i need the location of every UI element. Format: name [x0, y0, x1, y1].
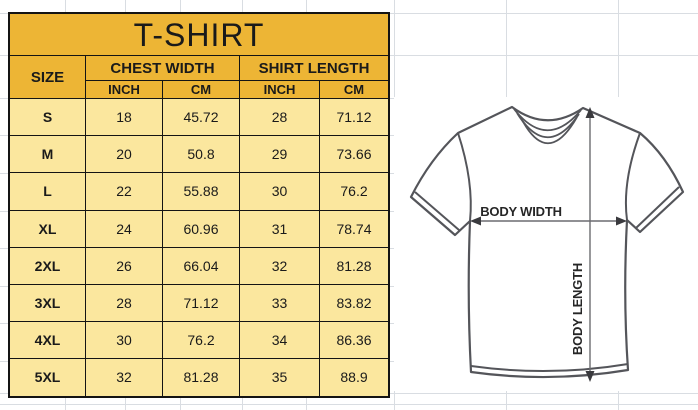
value-cell: 55.88: [163, 173, 239, 210]
value-cell: 88.9: [320, 359, 388, 396]
value-cell: 28: [86, 284, 162, 322]
value-cell: 86.36: [320, 322, 388, 359]
right-armhole-seam: [624, 132, 641, 221]
value-cell: 28: [240, 99, 319, 136]
value-cell: 32: [240, 247, 319, 284]
value-cell: 30: [86, 322, 162, 359]
unit-header-chest-cm: CM: [163, 81, 239, 98]
value-cell: 34: [240, 322, 319, 359]
value-cell: 24: [86, 210, 162, 247]
value-cell: 31: [240, 210, 319, 247]
value-cell: 81.28: [163, 359, 239, 396]
left-cuff-seam: [414, 191, 460, 231]
tshirt-outline-icon: [409, 105, 685, 379]
size-label: L: [10, 173, 85, 210]
value-cell: 50.8: [163, 136, 239, 173]
value-cell: 78.74: [320, 210, 388, 247]
value-cell: 76.2: [320, 173, 388, 210]
hem-seam: [470, 363, 629, 373]
unit-header-length-inch: INCH: [240, 81, 319, 98]
collar-rib-3: [519, 115, 578, 145]
value-cell: 76.2: [163, 322, 239, 359]
column-header-shirt-length: SHIRT LENGTH: [240, 56, 388, 80]
arrow-left-icon: [470, 216, 481, 226]
size-label: M: [10, 136, 85, 173]
size-label: 3XL: [10, 284, 85, 322]
value-cell: 73.66: [320, 136, 388, 173]
value-cell: 71.12: [163, 284, 239, 322]
left-armhole-seam: [457, 132, 472, 222]
value-cell: 30: [240, 173, 319, 210]
size-label: XL: [10, 210, 85, 247]
gridline: [0, 404, 698, 405]
size-label: 5XL: [10, 359, 85, 396]
value-cell: 60.96: [163, 210, 239, 247]
size-label: 4XL: [10, 322, 85, 359]
value-cell: 81.28: [320, 247, 388, 284]
arrow-down-icon: [585, 371, 595, 382]
value-cell: 71.12: [320, 99, 388, 136]
value-cell: 20: [86, 136, 162, 173]
value-cell: 35: [240, 359, 319, 396]
right-cuff-seam: [635, 186, 680, 229]
arrow-right-icon: [616, 216, 627, 226]
value-cell: 29: [240, 136, 319, 173]
value-cell: 32: [86, 359, 162, 396]
column-header-size: SIZE: [10, 56, 85, 98]
size-label: S: [10, 99, 85, 136]
unit-header-chest-inch: INCH: [86, 81, 162, 98]
unit-header-length-cm: CM: [320, 81, 388, 98]
tshirt-measurement-diagram: BODY WIDTH BODY LENGTH: [394, 97, 698, 391]
value-cell: 83.82: [320, 284, 388, 322]
table-title: T-SHIRT: [10, 14, 388, 55]
size-label: 2XL: [10, 247, 85, 284]
value-cell: 45.72: [163, 99, 239, 136]
value-cell: 18: [86, 99, 162, 136]
body-length-label: BODY LENGTH: [570, 263, 585, 355]
value-cell: 33: [240, 284, 319, 322]
value-cell: 22: [86, 173, 162, 210]
body-width-label: BODY WIDTH: [480, 204, 562, 219]
arrow-up-icon: [585, 107, 595, 118]
value-cell: 66.04: [163, 247, 239, 284]
column-header-chest-width: CHEST WIDTH: [86, 56, 239, 80]
size-chart-table: T-SHIRT SIZE CHEST WIDTH SHIRT LENGTH IN…: [8, 12, 390, 398]
value-cell: 26: [86, 247, 162, 284]
